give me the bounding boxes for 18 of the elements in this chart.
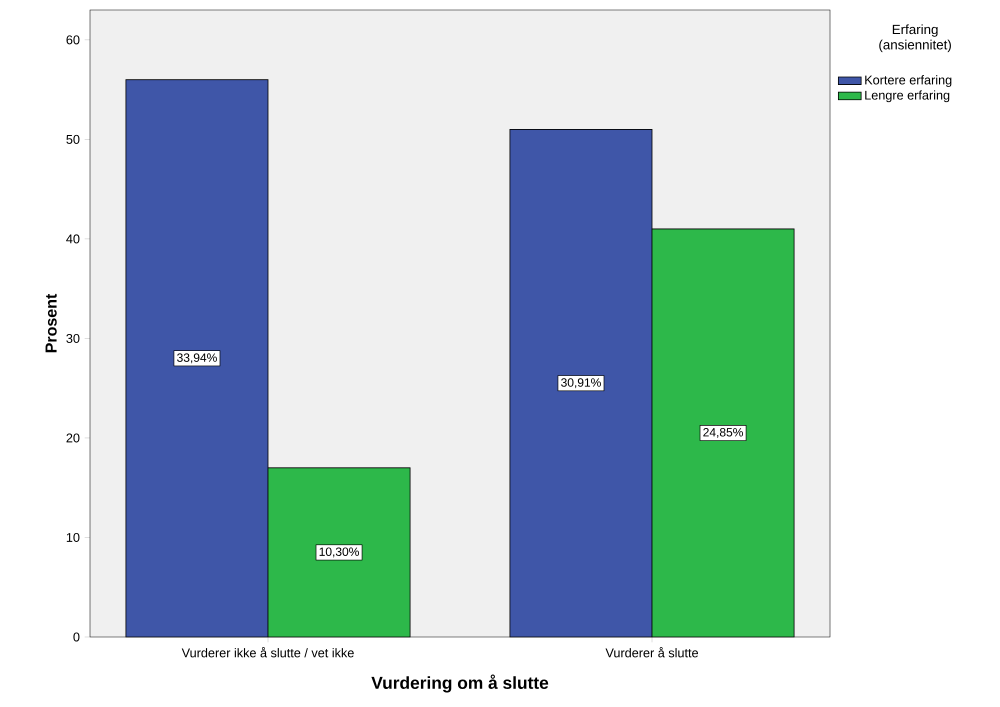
x-tick-label: Vurderer å slutte: [605, 647, 698, 658]
y-tick-label: 40: [66, 234, 80, 244]
y-tick-label: 50: [66, 134, 80, 144]
legend-title: Erfaring (ansiennitet): [879, 24, 951, 52]
y-tick-label: 10: [66, 532, 80, 542]
annotation: 10,30%: [320, 547, 359, 558]
y-axis-title: Prosent: [46, 294, 57, 352]
x-axis-title: Vurdering om å slutte: [371, 674, 548, 692]
y-tick-label: 30: [66, 334, 80, 343]
y-tick-label: 60: [66, 35, 80, 44]
annotation: 33,94%: [177, 353, 217, 364]
legend-label: Lengre erfaring: [865, 90, 950, 102]
y-tick-label: 20: [66, 433, 80, 442]
x-tick-label: Vurderer ikke å slutte / vet ikke: [182, 647, 354, 658]
annotation: 30,91%: [561, 378, 601, 388]
annotation: 24,85%: [703, 428, 743, 438]
y-tick-label: 0: [73, 632, 80, 642]
legend-label: Kortere erfaring: [865, 75, 952, 87]
